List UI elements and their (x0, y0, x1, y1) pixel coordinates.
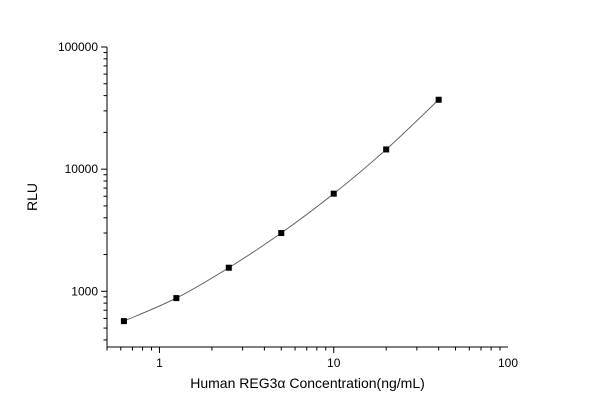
data-point (435, 96, 442, 103)
x-tick-label: 10 (327, 356, 341, 370)
data-points (120, 96, 442, 325)
x-axis-label: Human REG3α Concentration(ng/mL) (190, 375, 425, 391)
fit-curve (123, 99, 439, 322)
data-point (330, 190, 337, 197)
y-tick-label: 10000 (65, 162, 99, 176)
x-tick-label: 1 (156, 356, 163, 370)
data-point (225, 264, 232, 271)
x-tick-label: 100 (498, 356, 518, 370)
y-axis-label: RLU (24, 183, 40, 211)
y-tick-label: 1000 (71, 284, 98, 298)
data-point (278, 230, 285, 237)
data-point (383, 146, 390, 153)
data-point (120, 318, 127, 325)
y-tick-label: 100000 (58, 40, 98, 54)
data-point (173, 295, 180, 302)
axes: 1 10 100 1000 10000 100000 (58, 40, 518, 370)
fit-curve-layer (123, 99, 439, 322)
